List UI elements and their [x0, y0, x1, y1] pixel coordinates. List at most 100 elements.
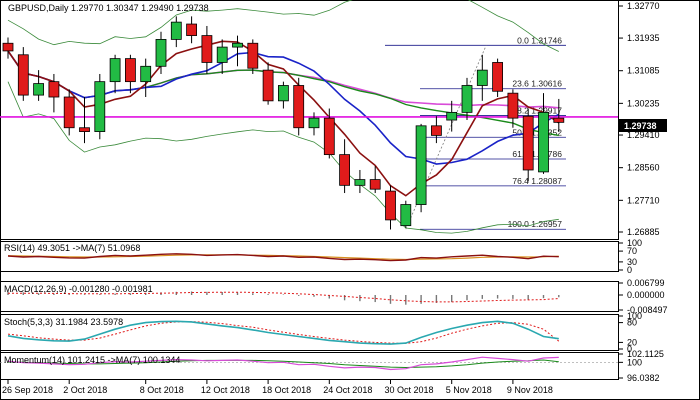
- price-tick-label: 1.28560: [627, 163, 660, 173]
- stoch-main-line: [7, 320, 559, 345]
- momentum-ma-line: [7, 359, 559, 369]
- candle-body: [17, 54, 29, 96]
- date-tick-label: 2 Oct 2018: [63, 385, 107, 395]
- price-tick-label: 1.27710: [627, 195, 660, 205]
- candle-body: [201, 35, 213, 63]
- bollinger-bands: [7, 0, 559, 234]
- momentum-panel-border: [0, 352, 619, 380]
- candle-body: [155, 39, 167, 67]
- candle-body: [538, 111, 549, 173]
- candle-body: [507, 92, 519, 119]
- candle-body: [247, 42, 259, 69]
- fib-level-label: 76.4 1.28087: [512, 176, 562, 186]
- date-tick-label: 18 Oct 2018: [262, 385, 311, 395]
- current-price-tag: [619, 119, 667, 132]
- candle-body: [385, 190, 396, 221]
- candle-body: [186, 23, 198, 36]
- rsi-axis-tick-label: 30: [627, 257, 637, 267]
- candle-body: [400, 204, 412, 227]
- momentum-axis-tick-label: 102.1125: [627, 349, 664, 359]
- date-tick-label: 8 Oct 2018: [140, 385, 184, 395]
- stochastic-panel-border: [0, 314, 619, 351]
- candle-body: [492, 62, 504, 92]
- stochastic-label: Stoch(5,3,3) 31.1984 23.5978: [4, 317, 123, 327]
- macd-axis-tick-label: 0.006799: [627, 278, 665, 288]
- rsi-axis-tick-label: 70: [627, 246, 637, 256]
- candle-body: [125, 58, 136, 83]
- macd-axis-tick-label: -0.008497: [627, 305, 668, 315]
- candle-body: [553, 117, 565, 123]
- price-tick-label: 1.31085: [627, 66, 660, 76]
- candle-body: [476, 69, 488, 86]
- candle-body: [323, 117, 335, 156]
- macd-panel-border: [0, 281, 619, 312]
- date-tick-label: 9 Nov 2018: [507, 385, 553, 395]
- current-price-label: 1.29738: [624, 121, 657, 131]
- date-tick-label: 12 Oct 2018: [201, 385, 250, 395]
- candle-body: [308, 117, 320, 129]
- candle-body: [446, 111, 458, 121]
- candle-body: [369, 179, 381, 190]
- date-tick-label: 24 Oct 2018: [323, 385, 372, 395]
- bollinger-lower: [7, 81, 559, 234]
- candle-body: [2, 42, 14, 52]
- candle-body: [109, 58, 121, 83]
- candle-body: [339, 154, 351, 186]
- stoch-axis-tick-label: 80: [627, 318, 637, 328]
- momentum-axis-tick-label: 96.0382: [627, 373, 660, 383]
- date-axis: 26 Sep 2018 2 Oct 2018 8 Oct 2018 12 Oct 20…: [2, 380, 553, 395]
- candle-body: [415, 125, 427, 205]
- stoch-axis-tick-label: 0: [627, 344, 632, 354]
- symbol-header: GBPUSD,Daily 1.29770 1.30347 1.29490 1.2…: [8, 3, 209, 13]
- momentum-axis-tick-label: 100: [627, 357, 642, 367]
- candle-body: [262, 69, 274, 102]
- candle-body: [33, 83, 44, 96]
- fib-level-label: 23.6 1.30616: [512, 79, 562, 89]
- price-tick-label: 1.29410: [627, 130, 660, 140]
- candle-body: [232, 42, 243, 48]
- rsi-line: [7, 253, 559, 262]
- candle-body: [94, 81, 106, 132]
- candle-body: [48, 81, 60, 98]
- price-tick-label: 1.26885: [627, 227, 660, 237]
- date-tick-label: 30 Oct 2018: [385, 385, 434, 395]
- candle-body: [140, 65, 152, 83]
- candle-body: [63, 96, 75, 129]
- rsi-axis-tick-label: 100: [627, 238, 642, 248]
- price-tick-label: 1.30235: [627, 98, 660, 108]
- stoch-signal-line: [7, 321, 560, 344]
- stoch-axis-tick-label: 100: [627, 311, 642, 321]
- momentum-line: [7, 356, 559, 371]
- candle-body: [522, 115, 534, 171]
- candle-body: [293, 85, 305, 129]
- price-axis: 1.32770 1.31935 1.31085 1.30235 1.29410 1.285…: [619, 1, 660, 237]
- rsi-axis-tick-label: 0: [627, 265, 632, 275]
- fib-level-label: 61.8 1.28786: [512, 149, 562, 159]
- price-tick-label: 1.32770: [627, 1, 660, 11]
- price-panel-border: [0, 0, 619, 240]
- momentum-label: Momentum(14) 101.2415 ->MA(7) 100.1344: [4, 355, 180, 365]
- rsi-panel-border: [0, 241, 619, 272]
- rsi-label: RSI(14) 49.3051 ->MA(7) 51.0968: [4, 243, 140, 253]
- price-tick-label: 1.31935: [627, 33, 660, 43]
- macd-panel: 0.006799 0.000000 -0.008497 MACD(12,26,9) -…: [0, 278, 668, 315]
- candle-body: [354, 179, 366, 186]
- candle-body: [170, 21, 182, 40]
- macd-axis-tick-label: 0.000000: [627, 290, 665, 300]
- fib-level-label: 0.0 1.31746: [517, 35, 562, 45]
- candle-body: [216, 46, 228, 63]
- candlestick-series: [2, 16, 565, 230]
- candle-body: [430, 125, 442, 136]
- candle-body: [79, 127, 90, 132]
- candle-body: [277, 85, 289, 102]
- macd-label: MACD(12,26,9) -0.001280 -0.001981: [4, 284, 153, 294]
- date-tick-label: 5 Nov 2018: [446, 385, 492, 395]
- stoch-axis-tick-label: 20: [627, 337, 637, 347]
